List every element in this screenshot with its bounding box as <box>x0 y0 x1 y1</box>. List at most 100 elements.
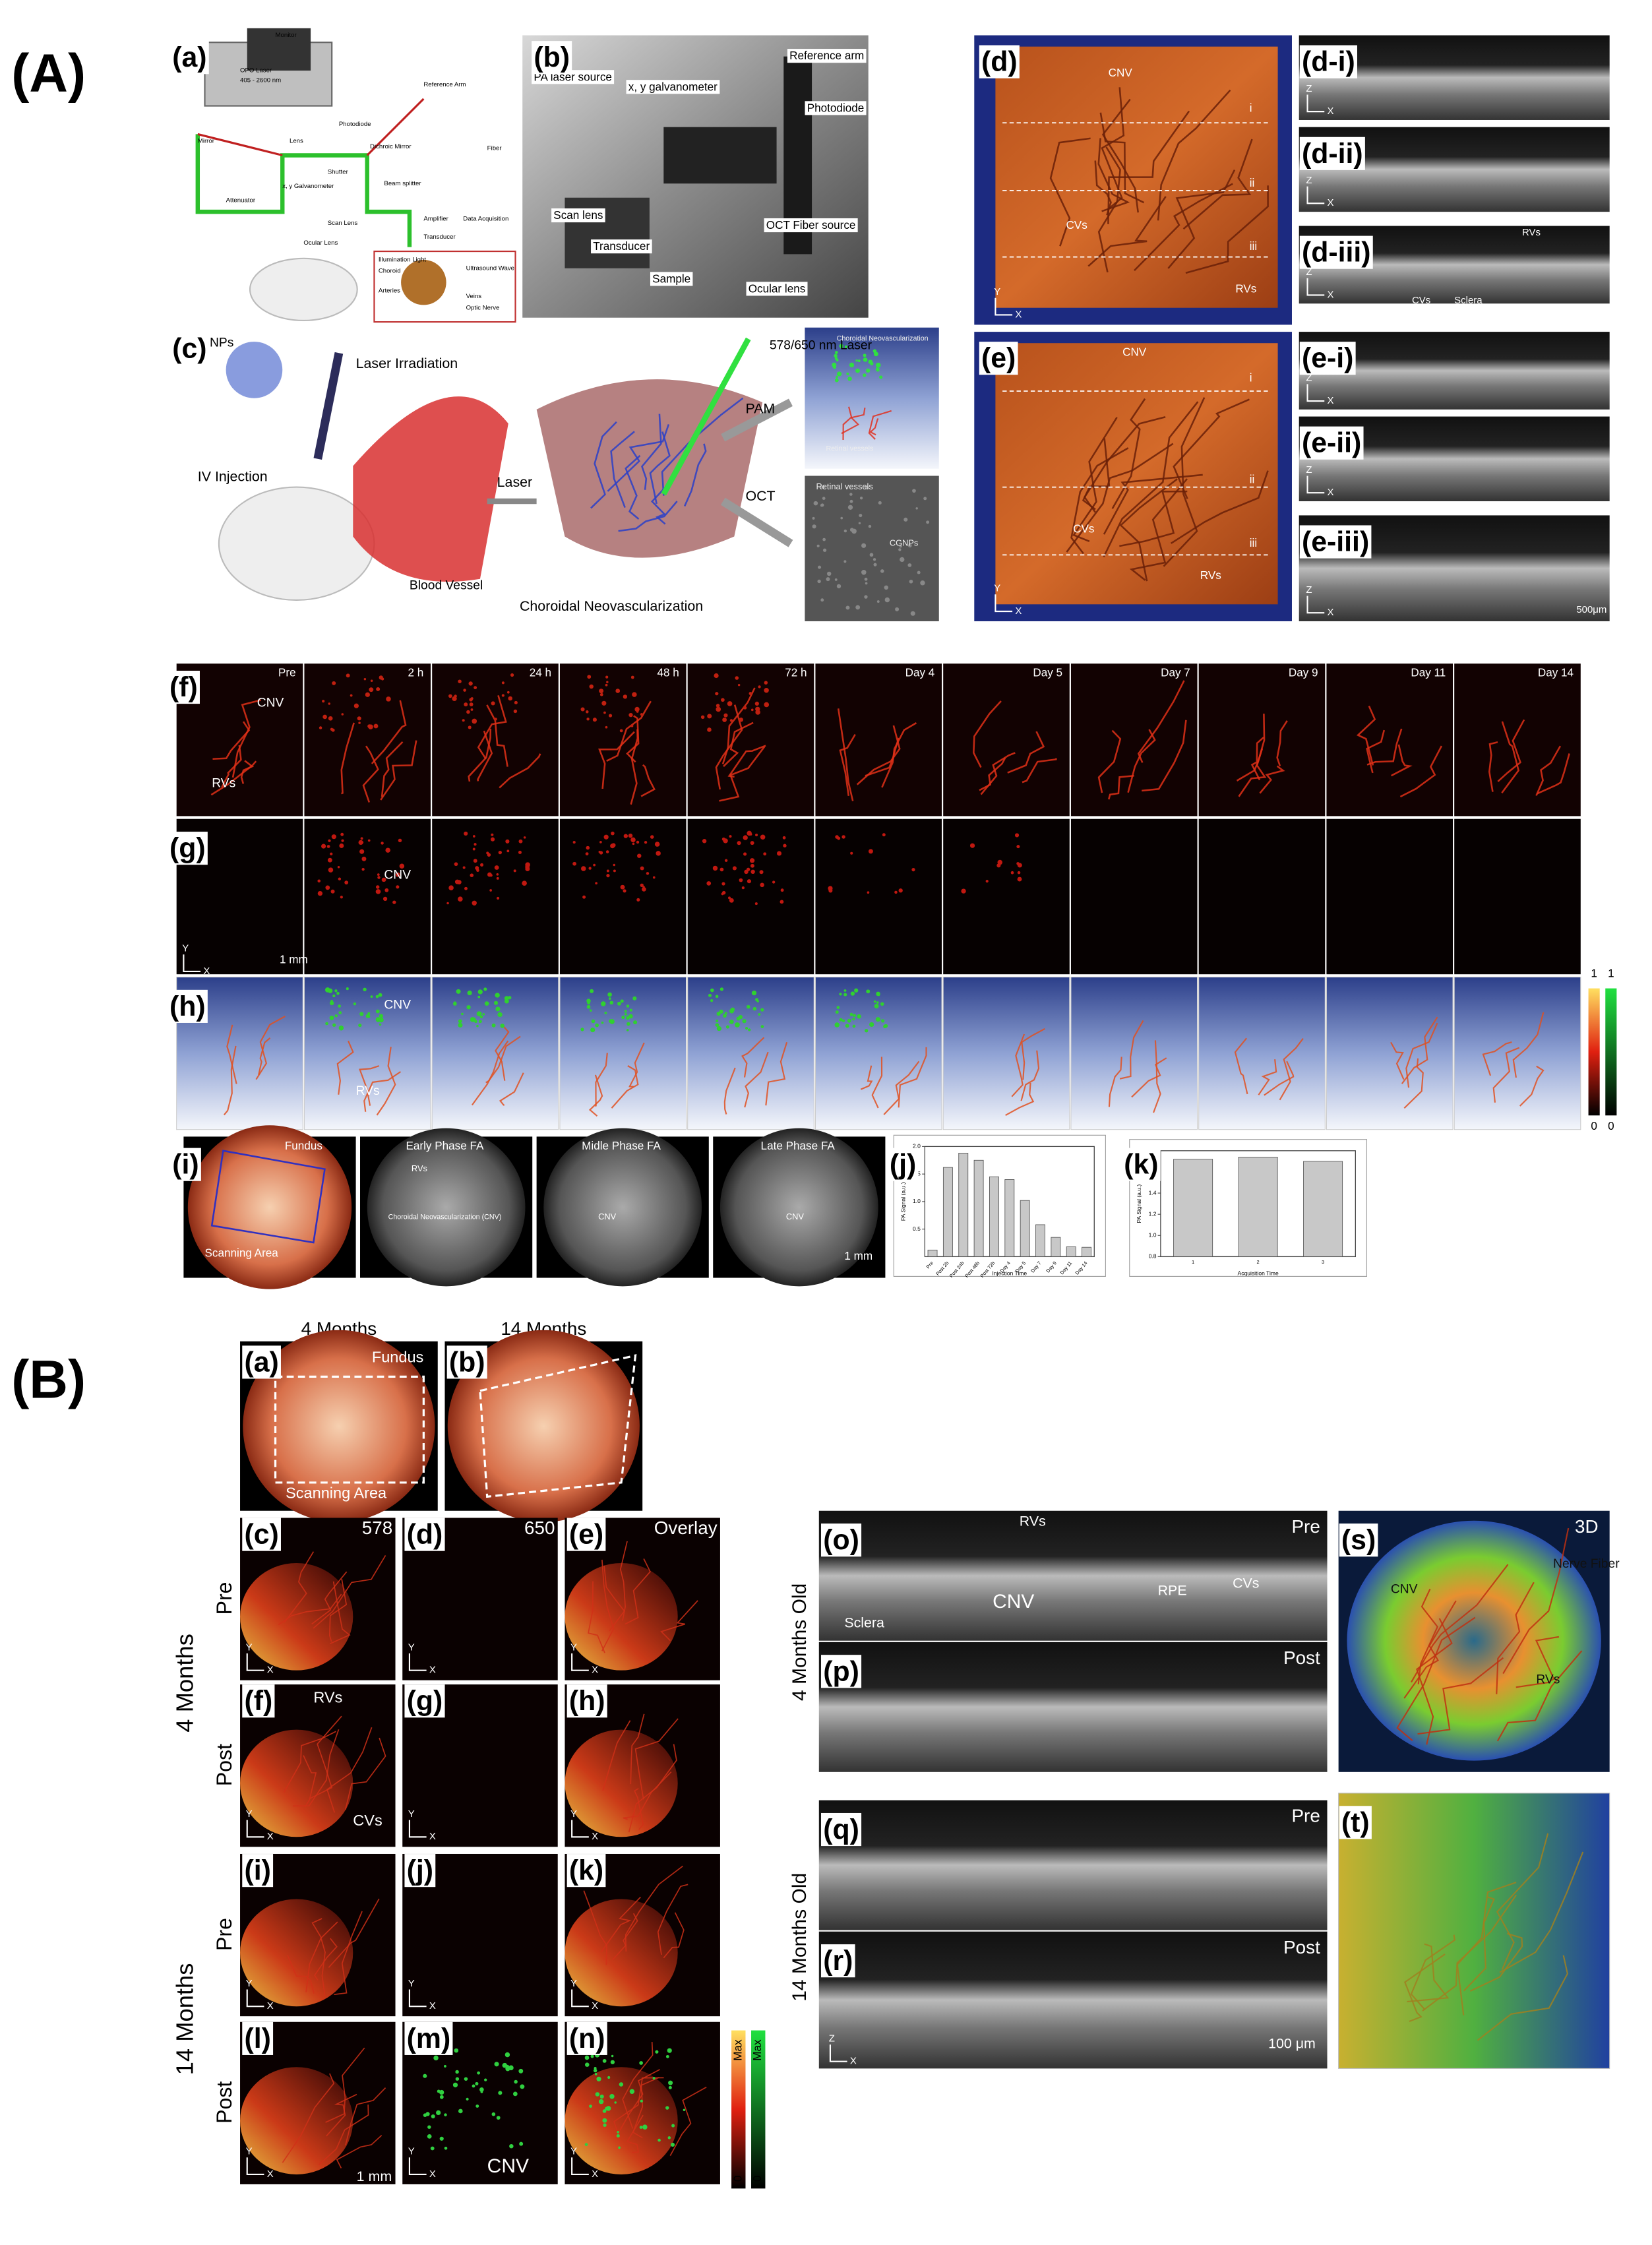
particle <box>629 2089 635 2094</box>
annotation: CNV <box>1122 346 1147 359</box>
particle <box>334 989 338 993</box>
particle <box>464 831 468 836</box>
panel-label: (p) <box>823 1655 859 1687</box>
particle <box>476 1024 479 1028</box>
vessel <box>283 1731 336 1793</box>
vessel <box>1390 1041 1405 1080</box>
particle <box>322 700 325 703</box>
monitor <box>247 28 311 71</box>
particle <box>907 543 912 548</box>
particle <box>863 354 867 357</box>
axis-glyph <box>571 1653 589 1671</box>
particle <box>739 718 743 722</box>
particle <box>479 863 484 867</box>
particle <box>462 866 466 869</box>
annotation: CVs <box>1233 1576 1259 1591</box>
colorbar-label: 0 <box>1591 1120 1597 1132</box>
particle <box>719 1009 723 1014</box>
particle <box>522 880 527 886</box>
particle <box>865 582 868 585</box>
vessel <box>606 700 652 762</box>
particle <box>836 359 839 362</box>
particle <box>607 992 612 997</box>
particle <box>700 715 705 720</box>
particle <box>491 701 495 706</box>
vessel <box>499 1072 524 1106</box>
axis-glyph <box>571 1989 589 2008</box>
particle <box>917 570 921 574</box>
scan-area <box>274 1375 425 1484</box>
particle <box>619 2082 624 2087</box>
particle <box>920 580 925 586</box>
particle <box>723 1014 727 1018</box>
choroid <box>536 379 763 558</box>
particle <box>750 708 754 712</box>
particle <box>630 675 634 679</box>
part-label: x, y Galvanometer <box>282 183 334 190</box>
state-label: Post <box>1283 1937 1320 1957</box>
particle <box>337 866 340 869</box>
particle <box>1010 871 1014 875</box>
particle <box>334 1014 338 1018</box>
axis-letter: Z <box>1306 83 1312 94</box>
annotation: Sclera <box>844 1615 884 1631</box>
annotation: CNV <box>993 1591 1034 1613</box>
particle <box>452 1002 457 1006</box>
vessel <box>1258 1059 1277 1095</box>
vessel <box>881 722 917 788</box>
label-box <box>551 208 605 223</box>
axis-glyph <box>183 954 201 972</box>
vessel <box>1234 1037 1248 1095</box>
particle <box>601 1001 606 1006</box>
pam-tile <box>1454 818 1581 975</box>
vessel <box>650 480 672 525</box>
label-box <box>591 239 652 254</box>
particle <box>628 712 633 718</box>
scale-bar: 1 mm <box>280 953 308 966</box>
label-box <box>1299 426 1364 460</box>
axis-letter: Y <box>408 1642 415 1653</box>
particle <box>633 1020 638 1025</box>
part-label: Shutter <box>328 169 349 176</box>
axis-letter: X <box>429 2168 436 2180</box>
label-box <box>1299 342 1356 375</box>
vessel <box>284 1551 315 1623</box>
vessel <box>1515 1636 1560 1688</box>
axis-letter: Y <box>994 286 1000 297</box>
label-box <box>566 2021 607 2055</box>
particle <box>475 2081 479 2085</box>
particle <box>879 375 883 379</box>
vessel <box>223 1045 237 1116</box>
fundus <box>187 1125 352 1289</box>
particle <box>591 1019 596 1024</box>
particle <box>876 368 880 372</box>
particle <box>826 577 830 582</box>
panel-label: (q) <box>823 1814 859 1845</box>
particle <box>875 1017 880 1022</box>
particle <box>873 1000 876 1003</box>
vessel <box>376 1047 396 1116</box>
particle <box>369 687 374 692</box>
particle <box>496 876 499 880</box>
row-title: Pre <box>212 1918 236 1951</box>
particle <box>466 1005 471 1010</box>
particle <box>498 850 503 855</box>
particle <box>850 851 853 855</box>
part-label: Transducer <box>593 240 650 253</box>
panel-label: (i) <box>172 1149 199 1181</box>
particle <box>745 1027 749 1030</box>
particle <box>721 890 726 895</box>
particle <box>822 548 827 552</box>
particle <box>863 373 867 377</box>
axis-title: PA Signal (a.u.) <box>1136 1184 1142 1223</box>
vessel <box>1049 137 1091 247</box>
vessel <box>1512 1012 1545 1078</box>
particle <box>454 2048 459 2053</box>
label-box <box>787 49 867 63</box>
particle <box>841 835 845 839</box>
particle <box>482 1013 485 1016</box>
time-label: 24 h <box>530 667 551 679</box>
particle <box>618 2146 621 2149</box>
particle <box>632 996 637 1000</box>
particle <box>466 710 470 714</box>
